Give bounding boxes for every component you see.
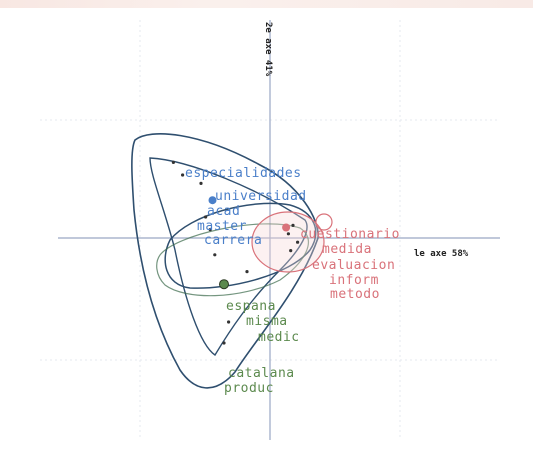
data-point <box>213 253 217 257</box>
top-strip <box>0 0 533 8</box>
data-point <box>286 232 290 236</box>
cluster-centroid <box>219 279 229 290</box>
data-point <box>245 270 249 274</box>
word-label: especialidades <box>185 166 302 181</box>
word-label: evaluacion <box>312 258 395 273</box>
data-point <box>289 249 293 253</box>
word-label: cuestionario <box>300 227 400 242</box>
word-label: medida <box>322 242 372 257</box>
word-label: carrera <box>204 233 262 248</box>
word-label: inform <box>329 273 379 288</box>
word-label: medic <box>258 330 300 345</box>
red-cluster-small-ring <box>315 213 333 231</box>
cluster-centroid <box>282 223 291 232</box>
data-point <box>204 215 208 219</box>
y-axis-label: 2e axe 41% <box>263 22 273 77</box>
data-point <box>296 240 300 244</box>
contour-outer-triangle <box>131 133 319 389</box>
contour-green-loop <box>156 223 309 297</box>
contour-center-loop <box>164 202 317 289</box>
red-cluster-halo <box>251 211 325 273</box>
word-label: universidad <box>215 189 307 204</box>
word-label: misma <box>246 314 288 329</box>
word-label: catalana <box>228 366 295 381</box>
word-label: acad <box>207 204 240 219</box>
data-point <box>291 223 295 227</box>
word-label: espana <box>226 299 276 314</box>
data-point <box>171 160 175 164</box>
contour-inner-triangle <box>149 157 308 356</box>
word-label: produc <box>224 381 274 396</box>
x-axis-label: le axe 58% <box>414 249 469 259</box>
data-point <box>222 341 226 345</box>
cluster-centroid <box>208 196 217 205</box>
chart-marks <box>171 160 300 345</box>
word-label: master <box>197 219 247 234</box>
data-point <box>227 320 231 324</box>
data-point <box>181 173 185 177</box>
word-label: metodo <box>330 287 380 302</box>
data-point <box>199 181 203 185</box>
data-point <box>208 228 212 232</box>
